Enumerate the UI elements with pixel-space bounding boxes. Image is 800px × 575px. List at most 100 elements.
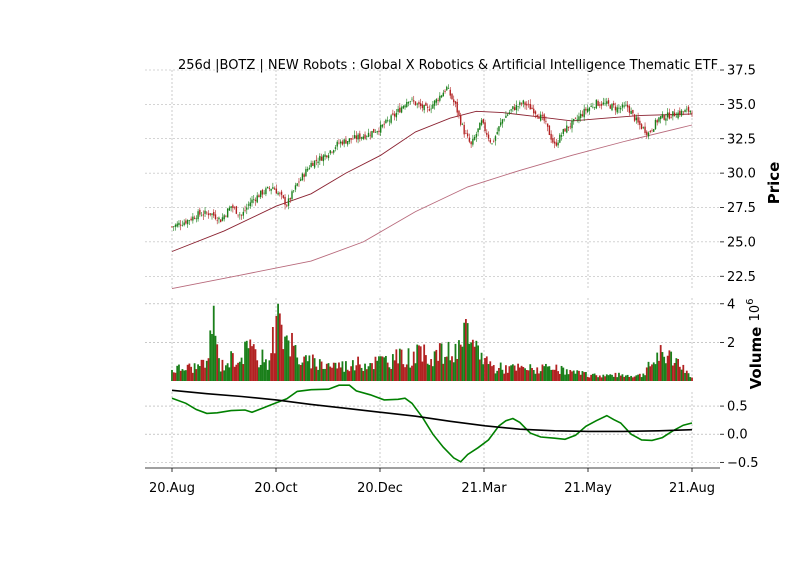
candle-body — [651, 130, 653, 132]
volume-bar — [313, 358, 316, 381]
candle-body — [326, 155, 328, 158]
candle-body — [673, 112, 676, 117]
volume-bar — [364, 363, 366, 381]
candle-body — [362, 136, 365, 139]
candle-body — [679, 110, 681, 115]
volume-bar — [252, 344, 255, 381]
volume-bar — [259, 364, 262, 381]
volume-bar — [562, 367, 565, 381]
candle-body — [268, 187, 271, 189]
candle-body — [204, 210, 206, 214]
volume-bar — [176, 365, 179, 381]
candle-body — [569, 126, 571, 128]
volume-bar — [221, 359, 224, 381]
candle-body — [562, 129, 565, 134]
price-tick-label: 25.0 — [727, 235, 756, 250]
volume-bar — [621, 374, 624, 381]
candle-body — [668, 112, 671, 119]
candle-body — [211, 213, 213, 215]
volume-bar — [317, 369, 319, 381]
candle-body — [473, 136, 476, 140]
candle-body — [517, 106, 519, 107]
volume-bar — [517, 363, 519, 381]
oscillator-tick-label: −0.5 — [727, 456, 759, 471]
volume-bar — [576, 370, 579, 381]
candle-body — [173, 226, 175, 228]
volume-bar — [391, 354, 394, 381]
candle-body — [566, 125, 568, 133]
candle-body — [192, 216, 194, 221]
price-candles — [171, 84, 693, 232]
volume-bar — [256, 360, 259, 381]
volume-bar — [687, 373, 690, 381]
oscillator-grid — [145, 392, 720, 468]
volume-bar — [468, 343, 471, 381]
candle-body — [273, 188, 276, 190]
candle-body — [395, 112, 398, 118]
volume-bar — [332, 362, 335, 381]
candle-body — [272, 187, 274, 189]
volume-bar — [579, 374, 582, 381]
candle-body — [280, 191, 283, 195]
volume-bar — [407, 348, 410, 381]
candle-body — [291, 191, 293, 199]
candle-body — [447, 88, 450, 89]
volume-bar — [529, 364, 532, 381]
candle-body — [534, 111, 537, 114]
candle-body — [388, 120, 391, 122]
candle-body — [178, 222, 180, 226]
volume-bar — [654, 364, 657, 381]
volume-bar — [336, 368, 339, 381]
candle-body — [249, 202, 251, 207]
volume-bar — [548, 366, 551, 381]
candle-body — [393, 113, 396, 117]
candle-body — [520, 103, 523, 105]
candle-body — [228, 207, 231, 211]
volume-bar — [245, 340, 248, 381]
volume-bar — [425, 355, 427, 381]
candle-body — [531, 107, 533, 110]
volume-bar — [445, 356, 448, 381]
volume-bar — [289, 356, 292, 381]
candle-body — [548, 125, 551, 135]
volume-bar — [558, 373, 561, 381]
candle-body — [232, 205, 234, 209]
candle-body — [322, 155, 325, 162]
volume-bar — [416, 344, 419, 381]
volume-bar — [522, 367, 525, 381]
candle-body — [616, 107, 618, 113]
volume-bar — [188, 363, 191, 381]
price-tick-label: 30.0 — [727, 167, 756, 182]
volume-bar — [494, 373, 497, 381]
volume-bar — [195, 369, 198, 381]
candle-body — [632, 109, 634, 114]
volume-bar — [402, 364, 405, 381]
candle-body — [592, 106, 594, 108]
candle-body — [686, 108, 688, 110]
volume-bar — [551, 369, 554, 381]
volume-bar — [534, 373, 537, 381]
candle-body — [527, 103, 530, 105]
candle-body — [689, 110, 691, 113]
candle-body — [482, 119, 485, 123]
candle-body — [623, 105, 625, 107]
volume-bar — [555, 364, 558, 381]
candle-body — [406, 102, 408, 108]
candle-body — [256, 195, 258, 203]
volume-bar — [395, 349, 398, 381]
volume-bar — [411, 365, 413, 381]
candle-body — [301, 173, 304, 180]
volume-bar — [292, 345, 295, 381]
volume-bar — [197, 364, 199, 381]
candle-body — [346, 141, 349, 145]
candle-body — [386, 120, 389, 121]
candle-body — [515, 105, 518, 111]
volume-bar — [383, 357, 386, 381]
candle-body — [468, 137, 471, 142]
volume-tick-label: 2 — [727, 336, 735, 351]
volume-bar — [626, 374, 629, 381]
price-y-ticks: 22.5 25.0 27.5 30.0 32.5 35.0 37.5 — [720, 64, 756, 285]
volume-bar — [348, 371, 351, 381]
candle-body — [183, 222, 185, 226]
candle-body — [286, 205, 288, 207]
